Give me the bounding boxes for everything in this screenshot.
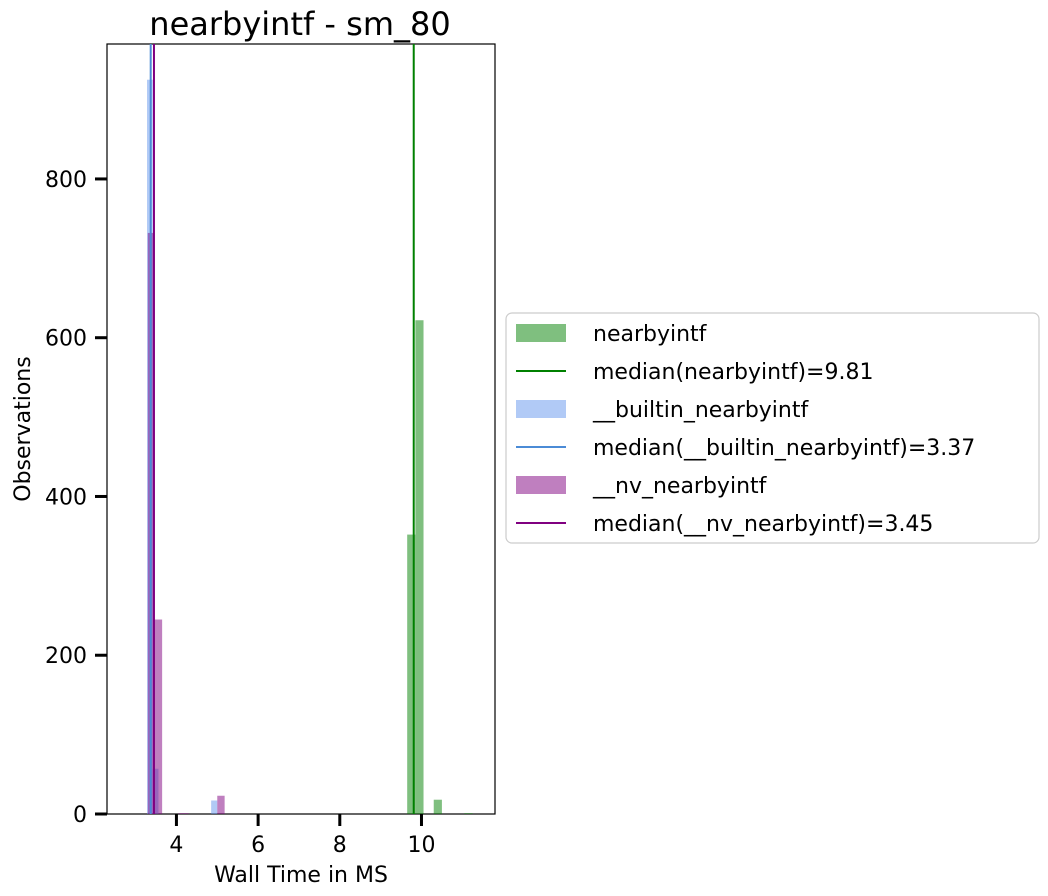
plot-area <box>106 43 496 815</box>
histogram-bar-0-0 <box>407 534 416 814</box>
x-axis-label: Wall Time in MS <box>214 863 388 888</box>
histogram-bar-0-3 <box>464 813 473 814</box>
legend-swatch-0 <box>516 324 566 342</box>
legend-median-label-2: median(__nv_nearbyintf)=3.45 <box>593 512 933 537</box>
legend-label-2: __nv_nearbyintf <box>592 474 768 499</box>
x-tick-label-3: 10 <box>407 833 435 858</box>
legend-median-label-1: median(__builtin_nearbyintf)=3.37 <box>593 436 975 461</box>
y-tick-label-4: 800 <box>45 168 87 193</box>
histogram-bar-0-2 <box>433 799 442 814</box>
histogram-bar-0-1 <box>415 320 424 814</box>
x-tick-label-2: 8 <box>333 833 347 858</box>
legend-entries: nearbyintf median(nearbyintf)=9.81 __built… <box>516 322 975 537</box>
y-axis: 0 200 400 600 800 <box>45 168 107 828</box>
y-tick-label-0: 0 <box>73 803 87 828</box>
histogram-bar-2-3 <box>217 795 225 814</box>
plot-frame <box>106 43 496 815</box>
y-tick-label-3: 600 <box>45 327 87 352</box>
legend: nearbyintf median(nearbyintf)=9.81 __built… <box>505 312 1040 544</box>
histogram-bar-1-2 <box>211 800 218 814</box>
legend-label-0: nearbyintf <box>593 322 708 347</box>
chart-title: nearbyintf - sm_80 <box>149 5 450 43</box>
y-axis-label: Observations <box>11 356 36 501</box>
median-lines-layer <box>149 44 415 814</box>
x-axis: 4 6 8 10 <box>169 814 435 858</box>
legend-frame <box>505 312 1040 544</box>
y-tick-label-1: 200 <box>45 644 87 669</box>
x-tick-label-1: 6 <box>251 833 265 858</box>
legend-label-1: __builtin_nearbyintf <box>592 398 809 423</box>
legend-swatch-2 <box>516 476 566 494</box>
legend-median-label-0: median(nearbyintf)=9.81 <box>593 360 873 385</box>
histogram-bar-2-2 <box>178 813 189 814</box>
legend-swatch-1 <box>516 400 566 418</box>
histogram-bar-2-1 <box>153 619 163 814</box>
y-tick-label-2: 400 <box>45 485 87 510</box>
x-tick-label-0: 4 <box>169 833 183 858</box>
